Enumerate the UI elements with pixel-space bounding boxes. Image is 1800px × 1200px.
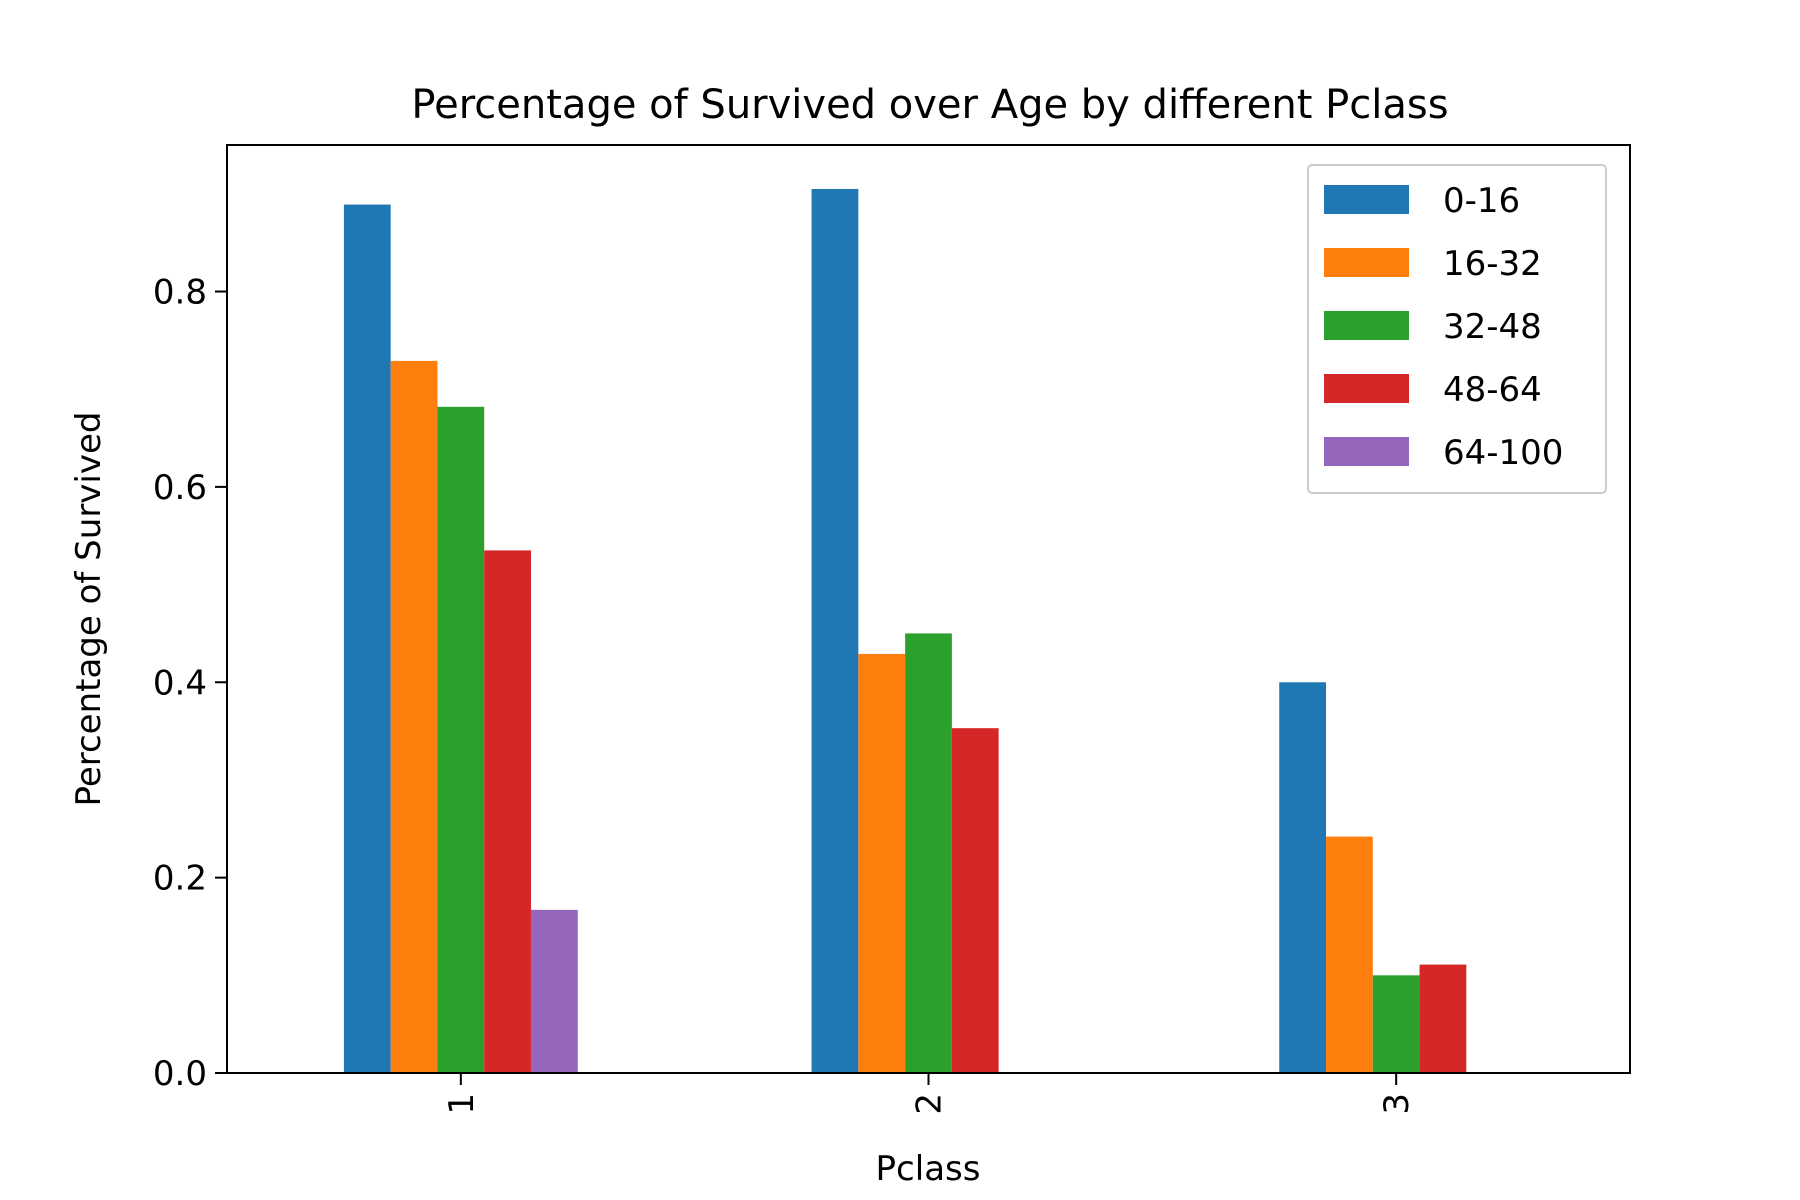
x-tick-label: 2 — [910, 1093, 950, 1115]
y-axis-ticks: 0.0 0.2 0.4 0.6 0.8 — [153, 273, 227, 1094]
bar-32-48-pclass-2 — [905, 633, 952, 1073]
legend-swatch-0-16 — [1324, 185, 1409, 214]
plot-frame — [226, 144, 1631, 1074]
y-tick-label: 0.6 — [153, 468, 207, 508]
legend-label-48-64: 48-64 — [1443, 370, 1542, 410]
bar-32-48-pclass-3 — [1372, 975, 1420, 1073]
x-axis-label: Pclass — [876, 1149, 981, 1189]
bar-0-16-pclass-1 — [343, 204, 391, 1073]
x-tick-label: 3 — [1377, 1093, 1417, 1115]
y-tick-label: 0.2 — [153, 859, 207, 899]
bar-48-64-pclass-2 — [951, 728, 999, 1073]
legend-swatch-64-100 — [1324, 437, 1409, 466]
bars-group — [343, 188, 1467, 1074]
y-tick-label: 0.8 — [153, 273, 207, 313]
legend-label-64-100: 64-100 — [1443, 433, 1563, 473]
bar-48-64-pclass-1 — [484, 550, 531, 1073]
legend: 0-16 16-32 32-48 48-64 64-100 — [1307, 164, 1607, 494]
bar-64-100-pclass-1 — [530, 909, 578, 1073]
bar-32-48-pclass-1 — [437, 406, 485, 1073]
bar-16-32-pclass-1 — [390, 360, 438, 1074]
legend-swatch-48-64 — [1324, 374, 1409, 403]
y-tick-label: 0.0 — [153, 1054, 207, 1094]
legend-label-16-32: 16-32 — [1443, 244, 1542, 284]
legend-swatch-16-32 — [1324, 248, 1409, 277]
chart-title: Percentage of Survived over Age by diffe… — [411, 82, 1448, 128]
legend-frame — [1307, 164, 1607, 494]
legend-label-0-16: 0-16 — [1443, 181, 1520, 221]
x-axis-ticks: 1 2 3 — [442, 1073, 1417, 1115]
bar-0-16-pclass-2 — [811, 188, 859, 1074]
x-tick-label: 1 — [442, 1093, 482, 1115]
legend-swatch-32-48 — [1324, 311, 1409, 340]
bar-0-16-pclass-3 — [1279, 682, 1327, 1073]
bar-16-32-pclass-2 — [858, 653, 906, 1073]
bar-48-64-pclass-3 — [1419, 964, 1467, 1073]
y-tick-label: 0.4 — [153, 663, 207, 703]
legend-label-32-48: 32-48 — [1443, 307, 1542, 347]
y-axis-label: Percentage of Survived — [69, 412, 109, 807]
bar-16-32-pclass-3 — [1326, 836, 1373, 1073]
